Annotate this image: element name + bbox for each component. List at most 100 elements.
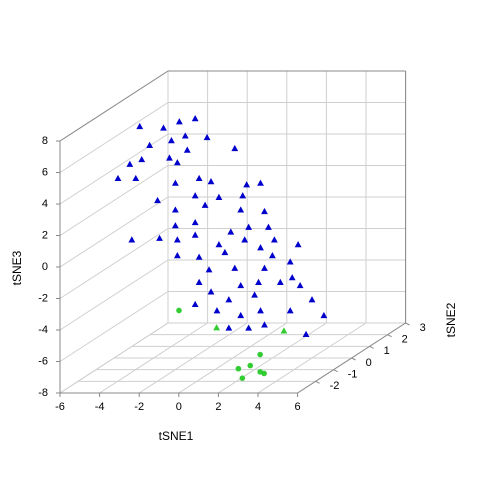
point	[173, 252, 181, 259]
point	[207, 288, 215, 295]
point	[205, 266, 213, 273]
point	[302, 330, 310, 337]
point	[251, 291, 258, 298]
x-tick-label: 2	[215, 401, 221, 413]
point	[257, 307, 264, 314]
point	[265, 223, 272, 230]
point	[231, 264, 239, 271]
point	[156, 234, 163, 241]
point	[203, 133, 211, 141]
point	[270, 236, 278, 243]
point	[231, 144, 239, 152]
point	[294, 241, 302, 248]
y-tick-label: 1	[384, 345, 390, 357]
point	[213, 324, 220, 331]
z-axis-label: tSNE3	[10, 250, 24, 285]
axis-line	[59, 70, 169, 142]
y-tick-label: -1	[348, 369, 358, 381]
point	[160, 124, 167, 131]
point	[138, 155, 146, 163]
point	[276, 278, 284, 285]
point	[146, 141, 154, 148]
point	[201, 201, 209, 208]
point	[173, 236, 181, 243]
point	[288, 274, 296, 281]
y-tick-label: -2	[330, 380, 340, 392]
point	[126, 160, 134, 167]
point	[191, 218, 199, 226]
point	[114, 174, 122, 182]
grid-line	[59, 291, 169, 362]
point	[191, 231, 199, 238]
z-tick-label: 6	[42, 166, 48, 178]
point	[255, 278, 262, 285]
point	[280, 327, 288, 334]
point	[191, 300, 199, 308]
point	[241, 236, 249, 243]
point	[235, 365, 242, 372]
point	[176, 307, 182, 314]
y-tick-label: 3	[420, 322, 426, 334]
point	[225, 296, 233, 303]
point	[225, 324, 233, 331]
x-tick-label: 0	[176, 401, 182, 413]
point	[195, 278, 203, 285]
point	[286, 307, 294, 314]
point	[171, 179, 179, 186]
point	[181, 132, 189, 139]
grid-line	[59, 259, 169, 331]
point	[239, 375, 246, 381]
point	[173, 159, 181, 166]
point	[261, 207, 268, 215]
point	[269, 252, 276, 259]
point	[191, 115, 199, 122]
grid-line	[59, 165, 169, 236]
point	[257, 179, 264, 186]
x-tick-label: 4	[255, 401, 261, 413]
grid-line	[59, 196, 169, 268]
point	[195, 174, 203, 182]
y-axis-label: tSNE2	[444, 302, 458, 337]
point	[245, 324, 253, 331]
tick	[387, 334, 392, 338]
z-tick-label: -4	[38, 324, 48, 336]
point	[166, 154, 173, 161]
x-tick-label: -2	[134, 401, 144, 413]
point	[175, 118, 183, 125]
point	[261, 370, 267, 377]
point	[215, 241, 223, 248]
point	[128, 236, 136, 243]
point	[221, 248, 229, 256]
tick	[315, 380, 320, 384]
z-tick-label: 0	[42, 261, 48, 273]
point	[171, 206, 179, 213]
point	[257, 351, 263, 358]
point	[261, 321, 268, 328]
z-tick-label: -2	[38, 292, 48, 304]
point	[171, 222, 179, 229]
point	[136, 122, 144, 130]
x-axis-label: tSNE1	[159, 429, 194, 443]
point	[215, 193, 223, 200]
tick	[369, 345, 374, 349]
grid-line	[59, 102, 169, 173]
z-tick-label: 8	[42, 135, 48, 147]
x-tick-label: -4	[95, 401, 105, 413]
y-tick-label: 2	[402, 334, 408, 346]
point	[296, 281, 304, 289]
point	[320, 311, 328, 319]
point	[261, 264, 268, 271]
point	[195, 253, 203, 260]
point	[227, 228, 235, 235]
z-tick-label: 4	[42, 198, 48, 210]
point	[237, 311, 245, 319]
point	[245, 223, 253, 230]
tick	[333, 369, 338, 373]
grid-line	[59, 228, 169, 299]
point	[247, 362, 254, 369]
point	[132, 174, 140, 182]
point	[237, 281, 245, 289]
grid-line	[59, 133, 169, 205]
x-tick-label: 6	[295, 401, 301, 413]
